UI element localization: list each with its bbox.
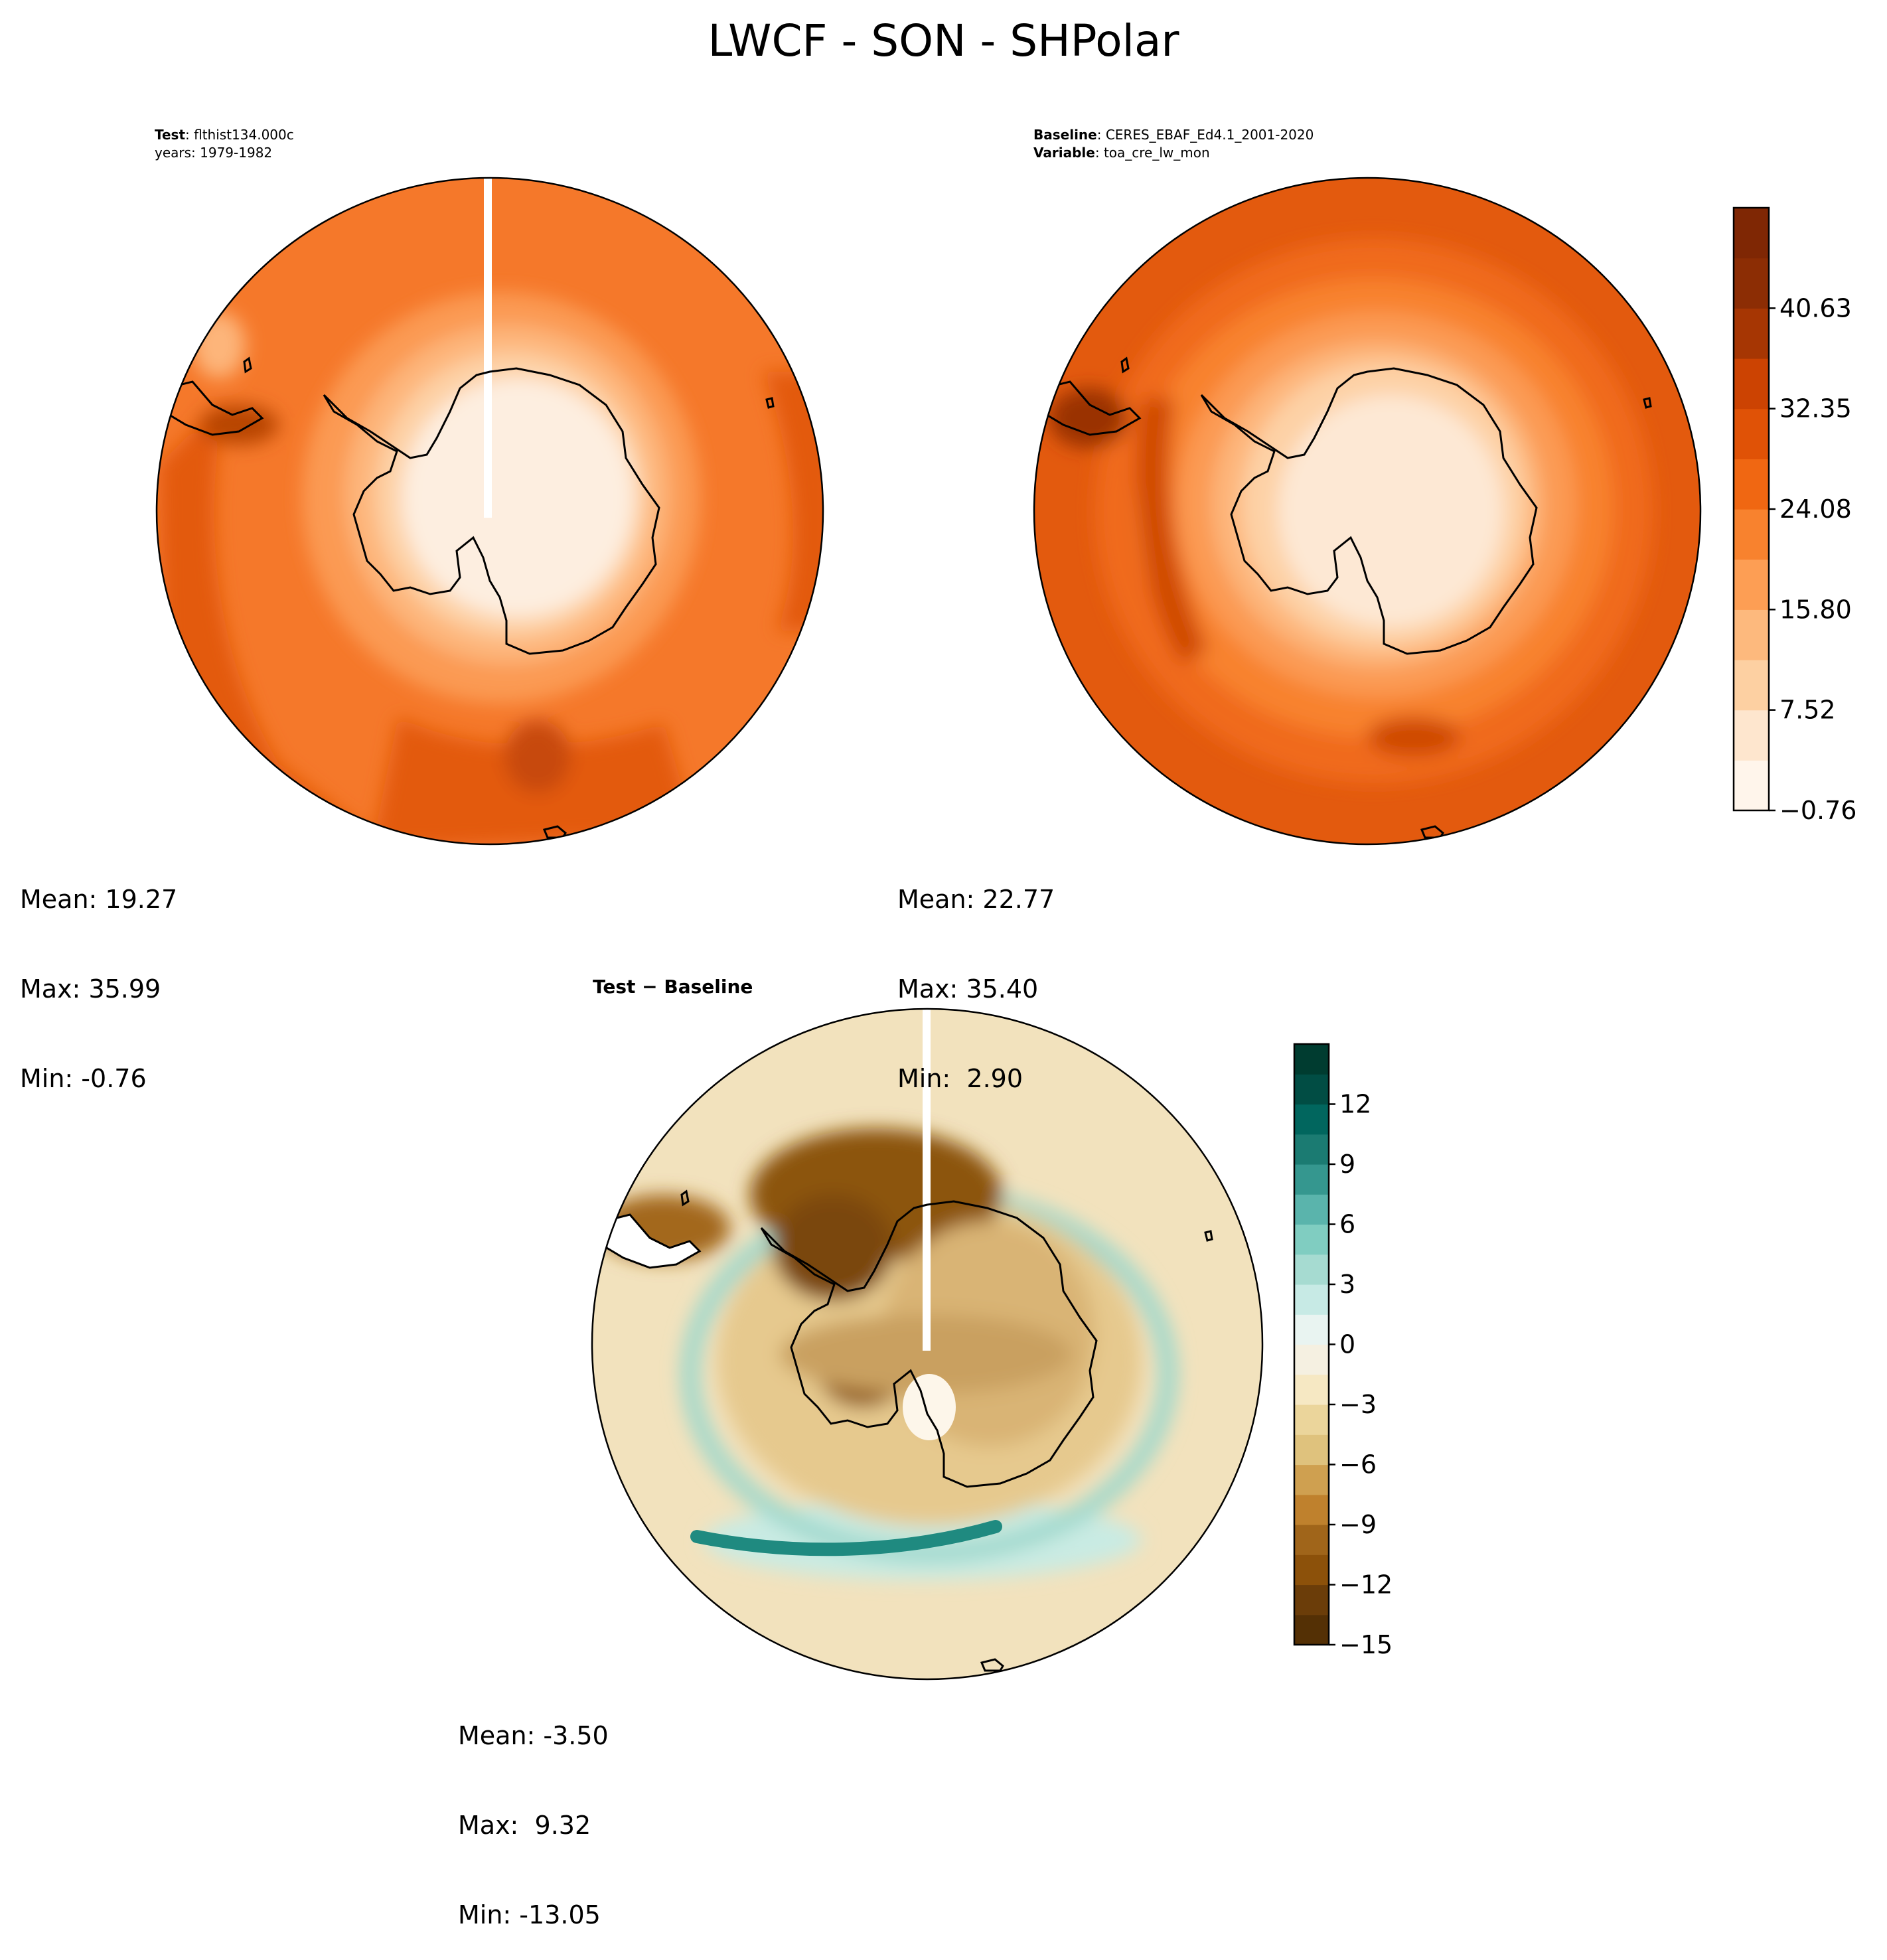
main-colorbar-segment — [1734, 660, 1769, 711]
baseline-header-line-1: Baseline: CERES_EBAF_Ed4.1_2001-2020 — [1033, 127, 1314, 143]
diff-colorbar-segment — [1294, 1314, 1329, 1345]
test-header-line-1: Test: flthist134.000c — [155, 127, 294, 143]
baseline-mean: Mean: 22.77 — [897, 885, 1055, 914]
diff-colorbar-segment — [1294, 1074, 1329, 1105]
main-colorbar-tick-label: −0.76 — [1779, 796, 1856, 825]
baseline-max: Max: 35.40 — [897, 974, 1039, 1004]
main-colorbar: −0.76 7.52 15.80 24.08 32.35 40.63 — [1732, 206, 1856, 825]
diff-colorbar-tick-label: −9 — [1339, 1510, 1377, 1539]
diff-min: Min: -13.05 — [458, 1900, 601, 1929]
diff-stats: Mean: -3.50 Max: 9.32 Min: -13.05 — [458, 1661, 609, 1960]
test-stats: Mean: 19.27 Max: 35.99 Min: -0.76 — [20, 825, 177, 1124]
diff-colorbar-segment — [1294, 1104, 1329, 1135]
main-colorbar-tick-label: 7.52 — [1779, 696, 1836, 725]
main-colorbar-segment — [1734, 308, 1769, 359]
diff-colorbar-tick-label: −3 — [1339, 1390, 1377, 1419]
diff-colorbar-segment — [1294, 1404, 1329, 1435]
main-colorbar-segment — [1734, 258, 1769, 309]
diff-colorbar-segment — [1294, 1344, 1329, 1375]
diff-colorbar-segment — [1294, 1374, 1329, 1405]
main-colorbar-segment — [1734, 358, 1769, 410]
diff-colorbar-segment — [1294, 1464, 1329, 1495]
baseline-min: Min: 2.90 — [897, 1064, 1023, 1093]
diff-map — [591, 1008, 1264, 1681]
main-colorbar-segment — [1734, 609, 1769, 660]
main-colorbar-segment — [1734, 559, 1769, 610]
diff-colorbar: −15 −12 −9 −6 −3 0 3 6 9 12 — [1293, 1043, 1393, 1659]
diff-colorbar-tick-label: −12 — [1339, 1570, 1393, 1600]
main-colorbar-tick-label: 32.35 — [1779, 394, 1852, 423]
diff-colorbar-segment — [1294, 1554, 1329, 1586]
main-colorbar-segment — [1734, 459, 1769, 510]
diff-colorbar-segment — [1294, 1194, 1329, 1225]
test-max: Max: 35.99 — [20, 974, 161, 1004]
baseline-stats: Mean: 22.77 Max: 35.40 Min: 2.90 — [897, 825, 1055, 1124]
map-figure: −0.76 7.52 15.80 24.08 32.35 40.63 −15 −12 −9 −6… — [155, 177, 1856, 1681]
diff-colorbar-segment — [1294, 1224, 1329, 1255]
diff-colorbar-segment — [1294, 1134, 1329, 1165]
main-colorbar-tick-label: 40.63 — [1779, 293, 1852, 323]
main-colorbar-segment — [1734, 208, 1769, 259]
test-header-line-2: years: 1979-1982 — [155, 145, 273, 161]
main-colorbar-segment — [1734, 509, 1769, 560]
main-colorbar-segment — [1734, 760, 1769, 811]
diff-colorbar-segment — [1294, 1434, 1329, 1466]
test-map — [155, 177, 824, 846]
diff-colorbar-segment — [1294, 1254, 1329, 1285]
diff-max: Max: 9.32 — [458, 1811, 591, 1840]
baseline-map — [1033, 177, 1702, 846]
diff-colorbar-segment — [1294, 1044, 1329, 1075]
figure-title: LWCF - SON - SHPolar — [708, 15, 1179, 66]
diff-colorbar-tick-label: 12 — [1339, 1090, 1371, 1119]
baseline-header: Baseline: CERES_EBAF_Ed4.1_2001-2020 Var… — [1033, 126, 1314, 162]
main-colorbar-tick-label: 15.80 — [1779, 595, 1852, 624]
diff-colorbar-segment — [1294, 1614, 1329, 1645]
main-colorbar-segment — [1734, 710, 1769, 761]
diff-colorbar-segment — [1294, 1525, 1329, 1555]
diff-colorbar-tick-label: 9 — [1339, 1150, 1355, 1179]
diff-mean: Mean: -3.50 — [458, 1721, 609, 1750]
diff-colorbar-segment — [1294, 1494, 1329, 1525]
diff-colorbar-segment — [1294, 1284, 1329, 1315]
test-min: Min: -0.76 — [20, 1064, 147, 1093]
diff-colorbar-segment — [1294, 1584, 1329, 1616]
test-mean: Mean: 19.27 — [20, 885, 178, 914]
main-colorbar-tick-label: 24.08 — [1779, 494, 1852, 524]
main-colorbar-segment — [1734, 408, 1769, 459]
test-header: Test: flthist134.000c years: 1979-1982 — [155, 126, 294, 162]
diff-colorbar-tick-label: −6 — [1339, 1450, 1377, 1479]
diff-panel-title: Test − Baseline — [593, 976, 753, 998]
diff-colorbar-tick-label: 0 — [1339, 1330, 1355, 1359]
baseline-header-line-2: Variable: toa_cre_lw_mon — [1033, 145, 1210, 161]
diff-colorbar-tick-label: 3 — [1339, 1270, 1355, 1299]
diff-colorbar-tick-label: −15 — [1339, 1630, 1393, 1659]
diff-colorbar-tick-label: 6 — [1339, 1210, 1355, 1239]
diff-colorbar-segment — [1294, 1164, 1329, 1195]
